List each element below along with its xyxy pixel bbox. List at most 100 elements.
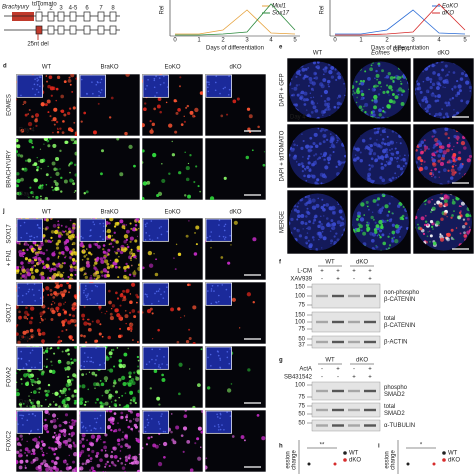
cell xyxy=(58,429,62,432)
cell xyxy=(344,94,346,97)
cell xyxy=(19,459,24,464)
cell xyxy=(378,229,383,233)
cell xyxy=(332,150,335,153)
panel-label: i xyxy=(378,444,380,450)
x-tick-label: 2 xyxy=(385,38,389,44)
cell xyxy=(24,159,28,162)
nucleus xyxy=(27,290,30,293)
cell xyxy=(444,112,449,116)
nucleus xyxy=(210,239,212,242)
cell xyxy=(17,191,22,196)
cell xyxy=(366,221,368,223)
cell xyxy=(360,202,365,207)
cell xyxy=(334,68,337,71)
cell xyxy=(68,76,71,79)
cell xyxy=(75,304,77,307)
cell xyxy=(302,139,305,143)
cell xyxy=(416,87,420,91)
cell xyxy=(110,96,114,100)
nucleus xyxy=(219,417,221,419)
cell xyxy=(296,228,300,233)
cell xyxy=(437,170,441,174)
cell xyxy=(355,80,358,83)
significance: ** xyxy=(320,443,325,449)
nucleus xyxy=(98,95,100,97)
cell xyxy=(310,149,313,152)
cell xyxy=(72,106,76,110)
cell xyxy=(373,218,375,221)
exon xyxy=(97,11,105,22)
cell xyxy=(44,318,46,320)
cell xyxy=(108,116,112,119)
cell xyxy=(52,143,57,148)
cell xyxy=(431,135,434,138)
cell xyxy=(177,252,182,257)
nucleus xyxy=(145,363,148,366)
cell xyxy=(377,156,381,160)
cell xyxy=(117,459,120,463)
nucleus xyxy=(29,352,32,354)
cell xyxy=(66,282,69,285)
nucleus xyxy=(99,235,102,238)
cell xyxy=(16,391,21,397)
cell xyxy=(192,342,196,344)
cell xyxy=(112,463,116,466)
cell xyxy=(427,76,430,79)
cell xyxy=(145,443,149,446)
cell xyxy=(321,173,326,178)
cell xyxy=(378,108,382,113)
cell xyxy=(23,241,28,246)
cell xyxy=(375,73,380,78)
cell xyxy=(455,158,458,161)
cell xyxy=(55,120,59,124)
cell xyxy=(391,148,393,150)
cell xyxy=(32,390,37,395)
cell xyxy=(91,371,96,376)
cell xyxy=(170,413,173,415)
nucleus xyxy=(99,363,101,366)
cell xyxy=(468,85,472,90)
cell xyxy=(240,435,245,439)
cell xyxy=(26,372,29,376)
cell xyxy=(300,146,304,150)
nucleus xyxy=(222,87,225,90)
column-header: dKO xyxy=(437,51,449,57)
nucleus xyxy=(33,294,35,296)
cell xyxy=(455,164,457,167)
cell xyxy=(64,392,66,395)
cell xyxy=(309,80,313,85)
cell xyxy=(422,232,426,236)
cell xyxy=(401,214,405,218)
cell xyxy=(119,457,122,460)
cell xyxy=(384,131,387,133)
nucleus xyxy=(86,93,88,95)
cell xyxy=(301,67,306,72)
cell xyxy=(439,197,441,199)
cell xyxy=(114,251,116,253)
cell xyxy=(114,390,118,394)
nucleus xyxy=(154,362,156,365)
cell xyxy=(337,106,340,109)
cell xyxy=(18,310,21,314)
band xyxy=(332,340,344,344)
nucleus xyxy=(30,429,33,432)
cell xyxy=(445,232,450,237)
nucleus xyxy=(159,367,162,369)
cell xyxy=(306,174,311,179)
cell xyxy=(366,226,371,231)
cell xyxy=(331,225,336,231)
cell xyxy=(122,431,124,433)
cell xyxy=(388,149,391,152)
cell xyxy=(319,129,323,133)
nucleus xyxy=(144,223,147,226)
cell xyxy=(63,289,67,293)
inset xyxy=(142,346,169,370)
cell xyxy=(308,197,312,201)
legend-dot xyxy=(442,458,446,462)
cell xyxy=(380,162,384,166)
exon xyxy=(47,25,55,35)
nucleus xyxy=(159,348,161,351)
cell xyxy=(20,128,25,133)
cell xyxy=(142,311,144,314)
